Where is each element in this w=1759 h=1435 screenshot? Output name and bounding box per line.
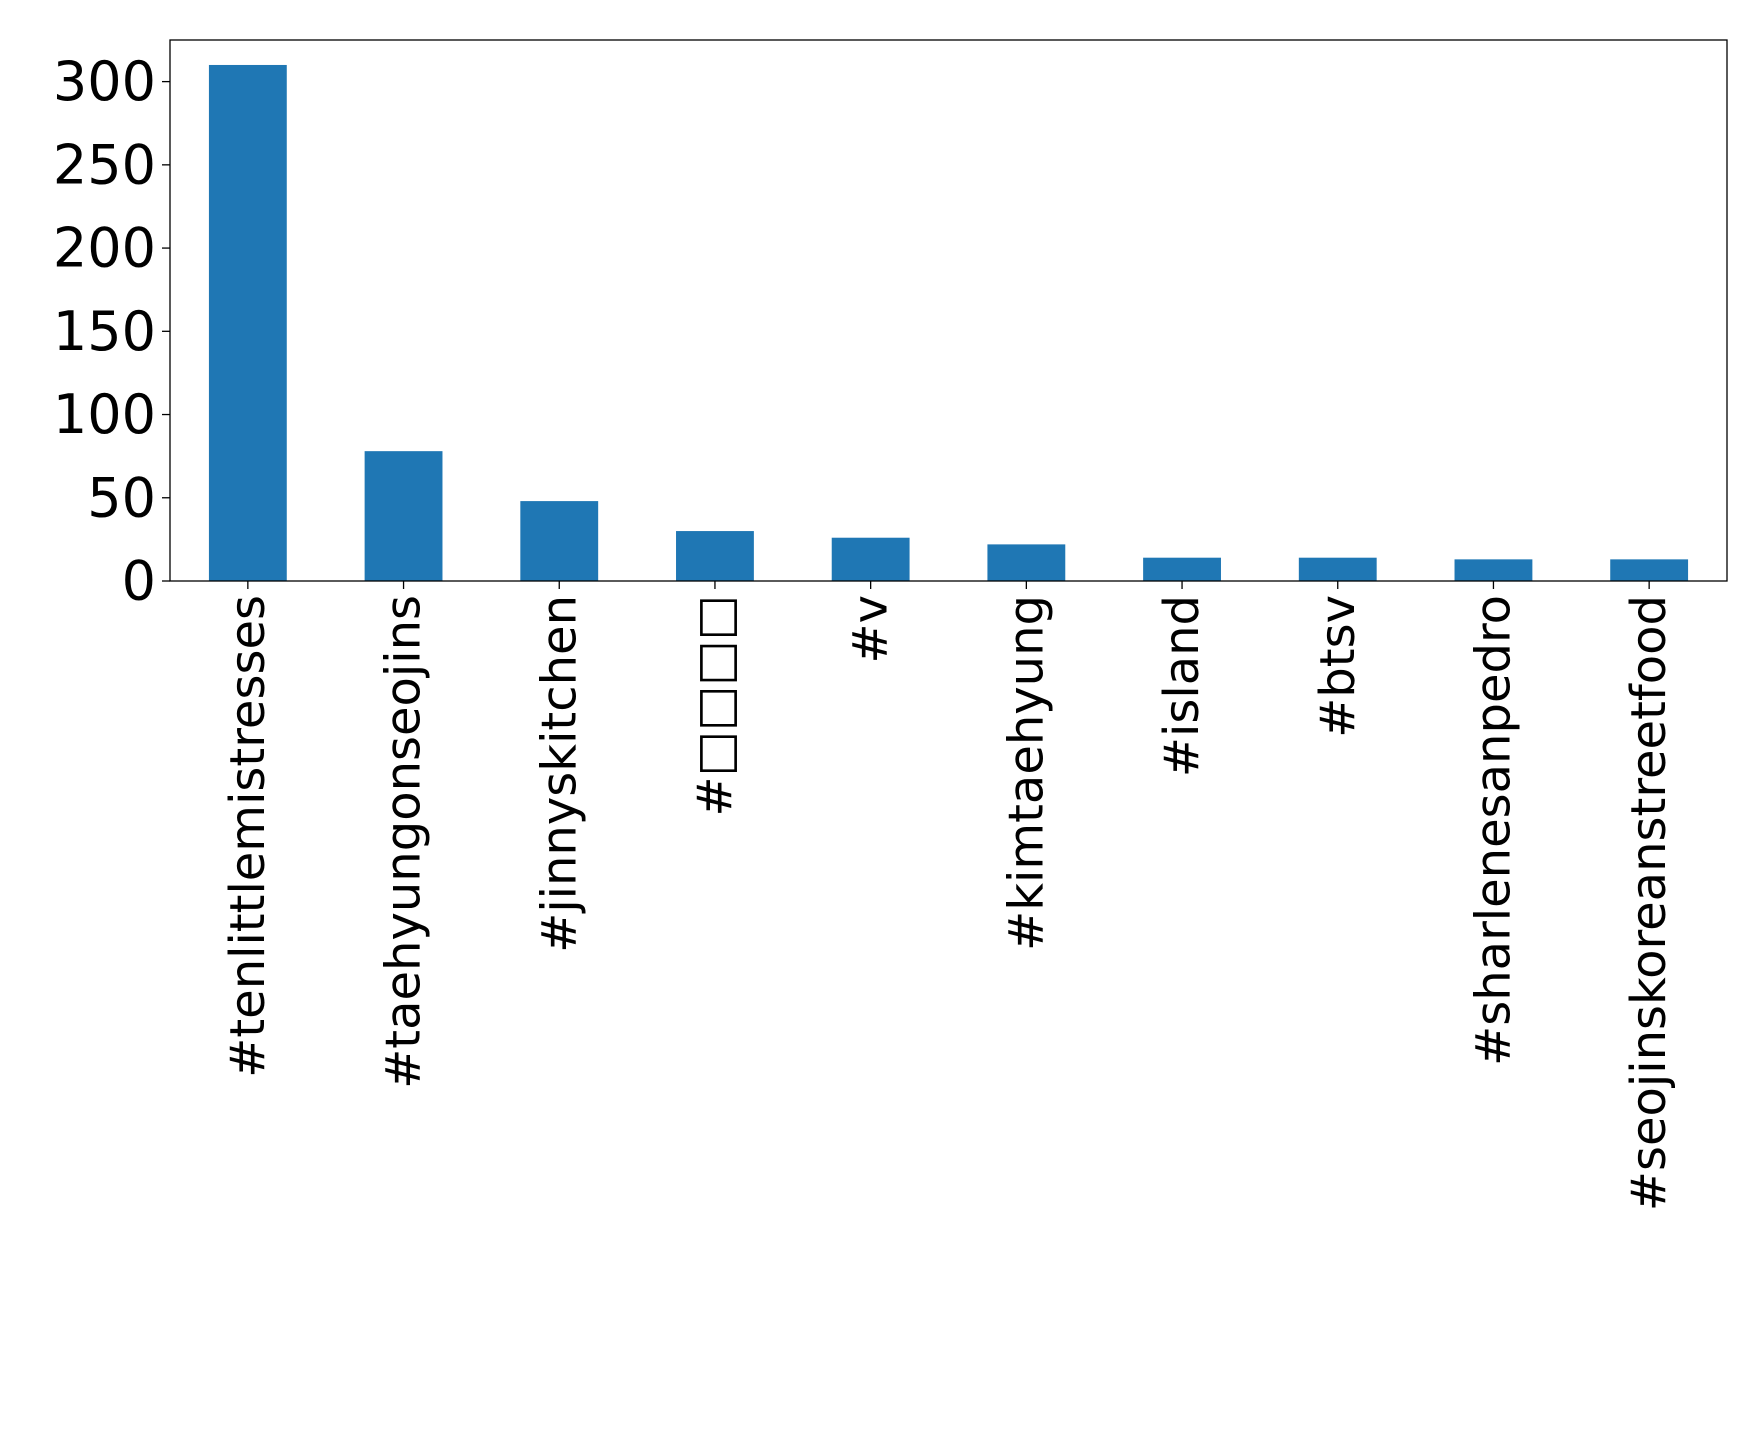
- y-tick-label-5: 250: [53, 133, 156, 196]
- x-tick-label-5: #kimtaehyung: [998, 595, 1054, 951]
- x-tick-label-9: #seojinskoreanstreetfood: [1621, 595, 1677, 1211]
- bar-7: [1298, 557, 1377, 581]
- bar-5: [987, 544, 1066, 581]
- y-tick-marks: [162, 80, 170, 582]
- bar-4: [831, 537, 910, 581]
- x-tick-label-0: #tenlittlemistresses: [220, 595, 276, 1078]
- bar-0: [208, 64, 287, 581]
- y-tick-label-1: 50: [87, 466, 156, 529]
- bar-9: [1610, 559, 1689, 581]
- y-tick-labels: 0 50 100 150 200 250 300: [53, 50, 156, 612]
- x-tick-label-6: #island: [1154, 595, 1210, 777]
- x-tick-labels: #tenlittlemistresses #taehyungonseojins #j…: [220, 595, 1677, 1211]
- plot-area-frame: [169, 39, 1728, 582]
- x-tick-label-1: #taehyungonseojins: [376, 595, 432, 1089]
- y-tick-label-4: 200: [53, 217, 156, 280]
- x-tick-marks: [247, 581, 1650, 589]
- bar-6: [1143, 557, 1221, 581]
- y-tick-label-6: 300: [53, 50, 156, 113]
- x-tick-label-8: #sharlenesanpedro: [1465, 595, 1521, 1066]
- bars-group: [208, 64, 1689, 581]
- bar-1: [364, 451, 443, 581]
- y-tick-label-3: 150: [53, 300, 156, 363]
- x-tick-label-2: #jinnyskitchen: [531, 595, 587, 953]
- bar-3: [676, 531, 754, 581]
- x-tick-label-3: #□□□□: [687, 595, 743, 817]
- x-tick-label-7: #btsv: [1310, 595, 1366, 738]
- y-tick-label-2: 100: [53, 383, 156, 446]
- x-tick-label-4: #v: [843, 595, 899, 664]
- bar-2: [520, 501, 599, 581]
- y-tick-label-0: 0: [122, 550, 156, 613]
- bar-8: [1454, 559, 1533, 581]
